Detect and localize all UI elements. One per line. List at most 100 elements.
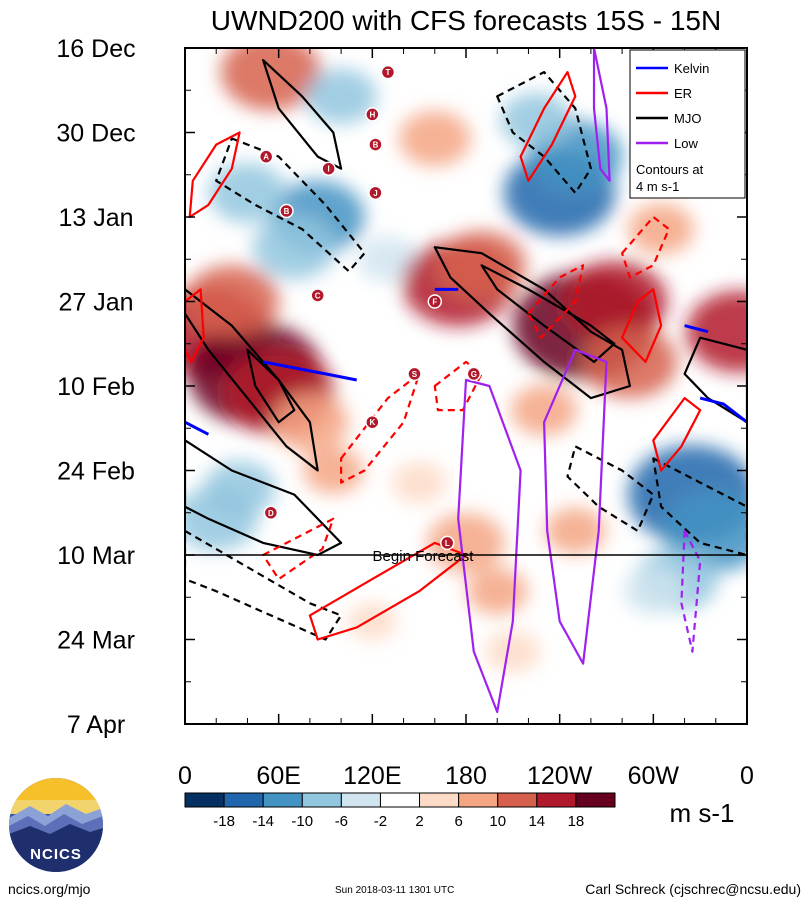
anomaly-blob-9 xyxy=(208,163,287,223)
mjo-contour-10 xyxy=(185,529,343,641)
y-tick-label: 27 Jan xyxy=(58,289,133,317)
y-tick-label: 24 Mar xyxy=(57,627,135,655)
storm-marker-label: B xyxy=(284,207,290,216)
anomaly-blob-31 xyxy=(185,486,258,551)
er-contour-17 xyxy=(519,71,577,182)
er-contour-21 xyxy=(527,264,585,339)
storm-marker-7: B xyxy=(279,203,294,219)
y-tick-label: 10 Feb xyxy=(57,373,135,401)
anomaly-blob-36 xyxy=(623,568,684,615)
storm-marker-icon xyxy=(466,366,482,382)
x-axis: 0 60E 120E 180 120W 60W 0 xyxy=(178,48,754,790)
storm-marker-label: I xyxy=(328,165,330,174)
storm-marker-icon xyxy=(321,161,336,176)
begin-forecast-label: Begin Forecast xyxy=(373,548,475,565)
low-contour-30 xyxy=(543,348,608,665)
x-tick-label: 0 xyxy=(740,762,754,790)
mjo-contour-12 xyxy=(566,445,655,532)
kelvin-contour-28 xyxy=(185,420,210,436)
storm-marker-2: H xyxy=(365,107,380,122)
colorbar-tick-label: 14 xyxy=(528,813,545,830)
storm-marker-10: S xyxy=(407,366,422,382)
colorbar-tick-label: -10 xyxy=(291,813,313,830)
y-tick-label: 16 Dec xyxy=(56,35,135,63)
storm-markers: T H B A I J B C F S G K D L xyxy=(258,64,482,551)
storm-marker-label: H xyxy=(369,110,375,119)
storm-marker-icon xyxy=(365,414,380,430)
mjo-contour-11 xyxy=(652,457,747,557)
storm-marker-label: S xyxy=(412,370,418,379)
colorbar: -18 -14 -10 -6 -2 2 6 10 14 18 xyxy=(184,792,616,830)
storm-marker-8: C xyxy=(310,288,325,303)
storm-marker-14: L xyxy=(440,535,455,551)
colorbar-tick-label: 18 xyxy=(568,813,585,830)
anomaly-blob-6 xyxy=(220,48,322,111)
colorbar-tick-label: -14 xyxy=(252,813,274,830)
anomaly-blob-32 xyxy=(303,447,364,494)
footer-source-url[interactable]: ncics.org/mjo xyxy=(8,881,91,897)
y-tick-label: 10 Mar xyxy=(57,542,135,570)
anomaly-blob-34 xyxy=(398,110,471,167)
kelvin-contour-26 xyxy=(699,396,747,424)
colorbar-swatch-5 xyxy=(340,792,381,808)
low-contour-32 xyxy=(680,529,702,653)
storm-marker-icon xyxy=(258,149,274,164)
colorbar-tick-label: 6 xyxy=(454,813,462,830)
colorbar-swatch-10 xyxy=(536,792,577,808)
y-tick-label: 24 Feb xyxy=(57,458,135,486)
storm-marker-icon xyxy=(310,288,325,303)
mjo-contour-9 xyxy=(496,71,592,194)
mjo-contour-5 xyxy=(262,59,343,170)
colorbar-tick-label: -18 xyxy=(213,813,235,830)
storm-marker-13: D xyxy=(263,505,279,520)
storm-marker-icon xyxy=(440,535,455,551)
colorbar-swatch-9 xyxy=(497,792,538,808)
kelvin-contour-24 xyxy=(262,360,357,382)
anomaly-blob-11 xyxy=(357,236,419,283)
filtered-contours xyxy=(185,48,747,713)
x-tick-label: 180 xyxy=(445,762,487,790)
colorbar-swatch-2 xyxy=(223,792,264,808)
colorbar-swatch-8 xyxy=(458,792,499,808)
er-contour-14 xyxy=(308,541,468,641)
storm-marker-6: J xyxy=(368,185,383,201)
low-contour-31 xyxy=(592,48,611,182)
storm-marker-icon xyxy=(368,185,383,201)
y-axis: 16 Dec 30 Dec 13 Jan 27 Jan 10 Feb 24 Feb 10 M… xyxy=(56,35,747,739)
x-tick-label: 60W xyxy=(628,762,680,790)
storm-marker-icon xyxy=(368,137,383,152)
legend: Kelvin ER MJO Low Contours at 4 m s-1 xyxy=(629,49,746,199)
anomaly-blob-25 xyxy=(485,630,541,673)
colorbar-swatch-7 xyxy=(419,792,460,808)
anomaly-blob-15 xyxy=(561,260,668,343)
y-tick-label: 7 Apr xyxy=(67,711,125,739)
anomaly-blob-24 xyxy=(467,568,528,615)
er-contour-16 xyxy=(652,397,702,472)
storm-marker-9: F xyxy=(427,294,443,309)
storm-marker-icon xyxy=(407,366,422,382)
anomaly-blob-17 xyxy=(686,290,747,373)
anomaly-blob-35 xyxy=(511,384,578,436)
low-contour-29 xyxy=(457,378,522,713)
storm-marker-label: C xyxy=(315,291,321,300)
mjo-contour-3 xyxy=(433,246,631,400)
storm-marker-icon xyxy=(380,64,396,80)
storm-marker-label: J xyxy=(373,189,377,198)
legend-label-low: Low xyxy=(674,136,698,151)
mjo-contour-6 xyxy=(683,336,747,424)
y-tick-label: 30 Dec xyxy=(56,120,135,148)
storm-marker-5: I xyxy=(321,161,336,176)
chart-title: UWND200 with CFS forecasts 15S - 15N xyxy=(211,5,721,36)
legend-box xyxy=(629,49,746,199)
legend-note-line1: Contours at xyxy=(636,162,704,177)
storm-marker-4: A xyxy=(258,149,274,164)
colorbar-units: m s-1 xyxy=(670,798,735,828)
storm-marker-label: K xyxy=(369,418,375,427)
storm-marker-label: L xyxy=(445,539,450,548)
colorbar-swatch-11 xyxy=(575,792,616,808)
x-tick-label: 120W xyxy=(527,762,593,790)
anomaly-blob-33 xyxy=(628,203,695,255)
storm-marker-label: A xyxy=(263,153,269,162)
mjo-contour-8 xyxy=(215,137,366,273)
